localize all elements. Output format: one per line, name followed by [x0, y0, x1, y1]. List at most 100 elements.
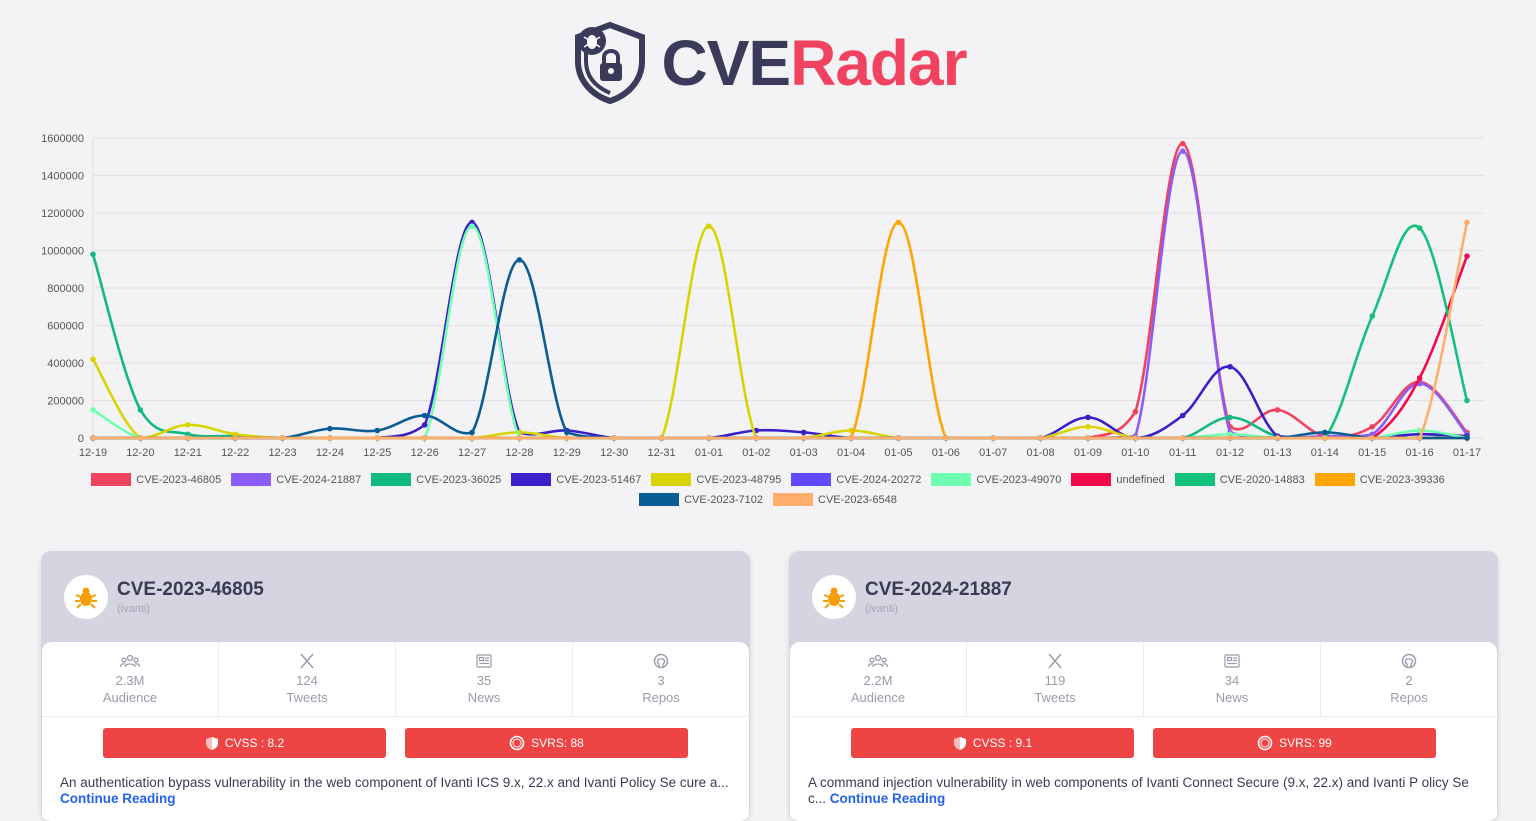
legend-item[interactable]: CVE-2024-21887 [231, 473, 361, 486]
legend-swatch [931, 473, 972, 486]
legend-item[interactable]: CVE-2020-14883 [1174, 473, 1305, 486]
data-point [374, 427, 381, 434]
legend-swatch [231, 473, 272, 486]
svrs-value: SVRS: 88 [531, 736, 584, 750]
svrs-badge[interactable]: SVRS: 99 [1153, 728, 1436, 758]
legend-item[interactable]: CVE-2023-51467 [511, 473, 641, 486]
data-point [1227, 414, 1233, 421]
data-point [1322, 435, 1328, 441]
series-line [92, 224, 1468, 440]
data-point [1179, 412, 1186, 419]
stat-repos[interactable]: 2 Repos [1321, 642, 1497, 716]
data-point [1085, 435, 1091, 441]
data-point [90, 356, 96, 363]
y-tick-label: 1600000 [41, 133, 84, 145]
x-tick-label: 01-04 [837, 447, 865, 459]
x-tick-label: 12-19 [79, 447, 107, 459]
y-tick-label: 400000 [47, 358, 84, 370]
x-tick-label: 01-06 [932, 447, 960, 459]
cve-id[interactable]: CVE-2024-21887 [865, 579, 1012, 600]
news-value: 34 [1224, 673, 1240, 688]
legend-label: undefined [1116, 473, 1165, 486]
svrs-badge[interactable]: SVRS: 88 [405, 728, 688, 758]
cve-card[interactable]: CVE-2023-46805 (ivanti) 2.3M Audience 12… [41, 551, 750, 821]
continue-reading-link[interactable]: Continue Reading [60, 791, 176, 806]
news-icon [476, 652, 492, 670]
data-point [90, 407, 96, 413]
shield-lock-bug-logo-icon [574, 21, 645, 105]
legend-label: CVE-2024-20272 [836, 473, 922, 486]
legend-item[interactable]: CVE-2024-20272 [791, 473, 921, 486]
cvss-badge[interactable]: CVSS : 8.2 [103, 728, 386, 758]
stat-tweets[interactable]: 119 Tweets [967, 642, 1144, 716]
stats-row: 2.2M Audience 119 Tweets 34 News [790, 642, 1497, 717]
stat-news[interactable]: 35 News [396, 642, 573, 716]
stat-tweets[interactable]: 124 Tweets [219, 642, 396, 716]
shield-icon [953, 736, 966, 750]
legend-label: CVE-2024-21887 [276, 473, 362, 486]
news-value: 35 [476, 673, 492, 688]
legend-swatch [511, 473, 552, 486]
data-point [327, 425, 333, 432]
legend-item[interactable]: CVE-2023-48795 [651, 473, 781, 486]
news-label: News [1215, 690, 1249, 705]
vendor-label: (ivanti) [865, 603, 899, 615]
stat-news[interactable]: 34 News [1144, 642, 1321, 716]
card-header: CVE-2024-21887 (ivanti) [789, 551, 1498, 642]
data-point [990, 435, 997, 441]
x-tick-label: 01-01 [695, 447, 723, 459]
legend-item[interactable]: undefined [1071, 473, 1165, 486]
x-tick-label: 01-10 [1121, 447, 1149, 459]
data-point [1464, 253, 1470, 259]
x-tick-label: 12-22 [221, 447, 249, 459]
legend-item[interactable]: CVE-2023-36025 [371, 473, 501, 486]
continue-reading-link[interactable]: Continue Reading [829, 791, 946, 806]
cve-id[interactable]: CVE-2023-46805 [117, 579, 264, 600]
legend-label: CVE-2023-46805 [136, 473, 222, 486]
y-tick-label: 600000 [47, 321, 84, 333]
legend-item[interactable]: CVE-2023-39336 [1314, 473, 1445, 486]
x-tick-label: 01-15 [1358, 447, 1386, 459]
tweets-value: 119 [1044, 673, 1066, 688]
card-header: CVE-2023-46805 (ivanti) [41, 551, 750, 642]
audience-value: 2.2M [863, 673, 893, 688]
cve-card[interactable]: CVE-2024-21887 (ivanti) 2.2M Audience 11… [789, 551, 1498, 821]
data-point [1416, 435, 1423, 441]
card-body: 2.2M Audience 119 Tweets 34 News [790, 642, 1497, 821]
legend-item[interactable]: CVE-2023-6548 [773, 493, 897, 506]
repos-value: 2 [1405, 673, 1413, 688]
data-point [469, 223, 475, 229]
data-point [374, 435, 381, 441]
data-point [421, 422, 428, 428]
data-point [895, 219, 902, 226]
x-tick-label: 12-29 [553, 447, 581, 459]
stat-audience: 2.3M Audience [42, 642, 219, 716]
data-point [184, 435, 191, 441]
cvss-badge[interactable]: CVSS : 9.1 [851, 728, 1134, 758]
x-tick-label: 01-07 [979, 447, 1007, 459]
tweets-value: 124 [296, 673, 318, 688]
legend-item[interactable]: CVE-2023-7102 [639, 493, 763, 506]
legend-swatch [639, 493, 680, 506]
series-line [93, 142, 1468, 440]
data-point [800, 435, 807, 441]
cve-trend-chart: 0 200000 400000 600000 800000 1000000 1200000 1… [0, 120, 1536, 520]
data-point [1085, 423, 1091, 430]
x-tick-label: 12-28 [505, 447, 533, 459]
legend-label: CVE-2023-49070 [976, 473, 1062, 486]
svrs-value: SVRS: 99 [1279, 736, 1332, 750]
bug-icon [64, 575, 108, 619]
cve-description: A command injection vulnerability in web… [790, 758, 1497, 807]
data-point [516, 435, 523, 441]
data-point [469, 435, 475, 441]
data-point [1179, 435, 1186, 441]
data-point [563, 429, 570, 436]
y-tick-label: 200000 [47, 396, 84, 408]
legend-item[interactable]: CVE-2023-49070 [931, 473, 1061, 486]
stat-repos[interactable]: 3 Repos [573, 642, 749, 716]
x-tick-label: 01-02 [742, 447, 770, 459]
legend-item[interactable]: CVE-2023-46805 [91, 473, 221, 486]
repos-label: Repos [642, 690, 680, 705]
x-icon [1047, 652, 1063, 670]
legend-swatch [371, 473, 412, 486]
